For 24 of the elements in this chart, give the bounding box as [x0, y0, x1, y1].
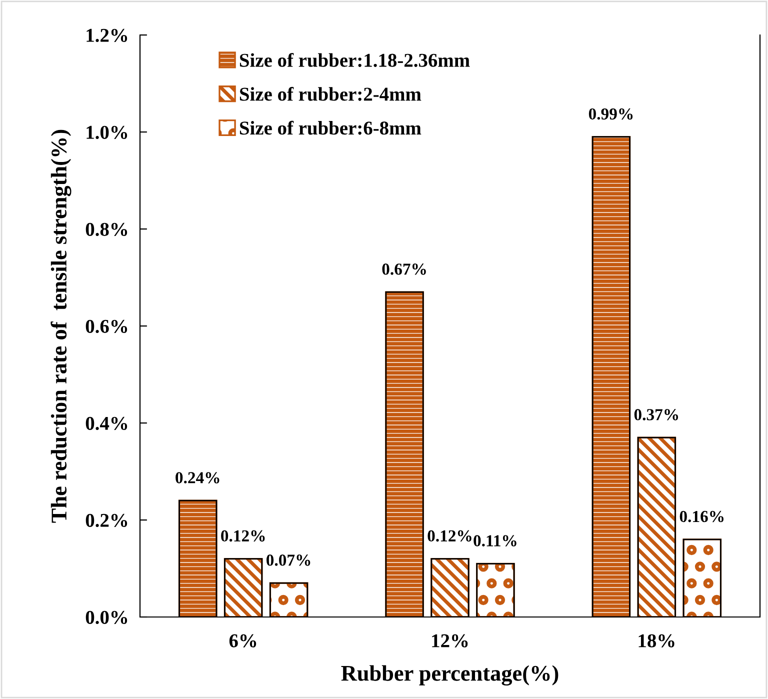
y-tick-label: 0.0% [86, 610, 128, 624]
y-tick-label: 0.4% [86, 416, 128, 430]
data-label: 0.24% [176, 472, 220, 484]
data-label: 0.99% [588, 108, 633, 120]
y-tick-label: 1.0% [86, 126, 128, 140]
data-label: 0.67% [382, 264, 426, 275]
data-label: 0.12% [221, 530, 265, 542]
data-label: 0.16% [680, 510, 724, 522]
y-tick-label: 0.2% [86, 514, 128, 528]
legend-label: Size of rubber:2-4mm [240, 86, 422, 101]
data-label: 0.12% [428, 530, 472, 542]
x-axis-title: Rubber percentage(%) [341, 665, 558, 686]
x-tick-label: 18% [638, 634, 674, 648]
y-tick-label: 1.2% [86, 28, 128, 42]
data-label: 0.11% [474, 535, 516, 546]
legend-label: Size of rubber:6-8mm [240, 120, 422, 135]
y-tick-label: 0.6% [86, 320, 128, 334]
legend-label: Size of rubber:1.18-2.36mm [240, 53, 470, 67]
y-tick-label: 0.8% [86, 222, 128, 236]
x-tick-label: 6% [229, 634, 256, 648]
data-label: 0.07% [266, 554, 310, 566]
y-axis-title: The reduction rate of tensile strength(%) [50, 130, 72, 523]
data-label: 0.37% [634, 409, 678, 420]
x-tick-label: 12% [432, 634, 468, 648]
